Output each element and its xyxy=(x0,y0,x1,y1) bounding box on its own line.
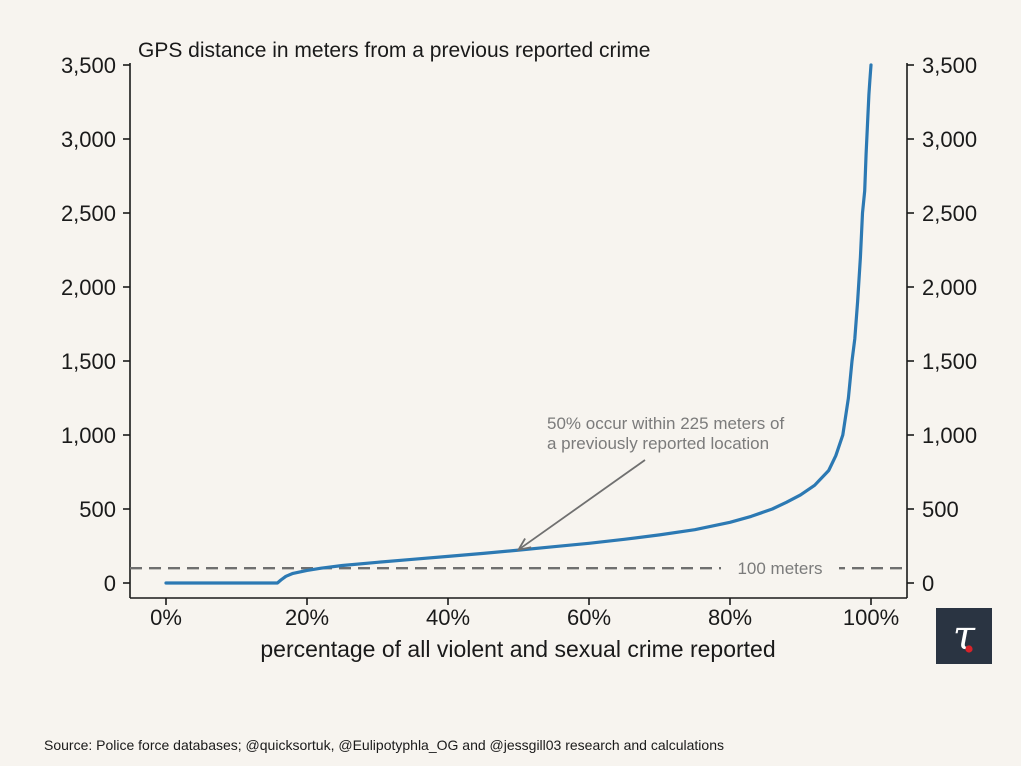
chart-title: GPS distance in meters from a previous r… xyxy=(138,39,650,62)
y-tick-label-left: 2,500 xyxy=(61,201,116,226)
annotation-arrow xyxy=(517,459,646,551)
x-tick-label: 100% xyxy=(843,605,899,630)
y-tick-label-right: 500 xyxy=(922,497,959,522)
annotation-line-1: 50% occur within 225 meters of xyxy=(547,414,784,433)
x-tick-label: 60% xyxy=(567,605,611,630)
reference-line-label: 100 meters xyxy=(737,559,822,578)
y-tick-label-right: 1,000 xyxy=(922,423,977,448)
y-tick-label-left: 0 xyxy=(104,571,116,596)
y-tick-label-right: 0 xyxy=(922,571,934,596)
y-tick-label-left: 2,000 xyxy=(61,275,116,300)
publisher-logo: τ xyxy=(936,608,992,664)
y-tick-label-left: 3,000 xyxy=(61,127,116,152)
x-tick-label: 40% xyxy=(426,605,470,630)
x-tick-label: 20% xyxy=(285,605,329,630)
tau-logo-icon: τ xyxy=(953,613,976,659)
reference-line-label-background xyxy=(721,557,839,580)
y-tick-label-right: 3,000 xyxy=(922,127,977,152)
source-note: Source: Police force databases; @quickso… xyxy=(44,737,724,753)
y-tick-label-left: 3,500 xyxy=(61,53,116,78)
y-tick-label-left: 500 xyxy=(79,497,116,522)
y-tick-label-left: 1,000 xyxy=(61,423,116,448)
x-axis-title: percentage of all violent and sexual cri… xyxy=(260,636,775,662)
x-tick-label: 0% xyxy=(150,605,182,630)
y-tick-label-right: 1,500 xyxy=(922,349,977,374)
y-tick-label-right: 3,500 xyxy=(922,53,977,78)
svg-text:τ: τ xyxy=(953,613,976,659)
y-tick-label-right: 2,000 xyxy=(922,275,977,300)
x-tick-label: 80% xyxy=(708,605,752,630)
y-tick-label-right: 2,500 xyxy=(922,201,977,226)
annotation-line-2: a previously reported location xyxy=(547,434,769,453)
series-line xyxy=(164,63,873,585)
annotation-arrowhead xyxy=(516,538,532,551)
y-tick-label-left: 1,500 xyxy=(61,349,116,374)
